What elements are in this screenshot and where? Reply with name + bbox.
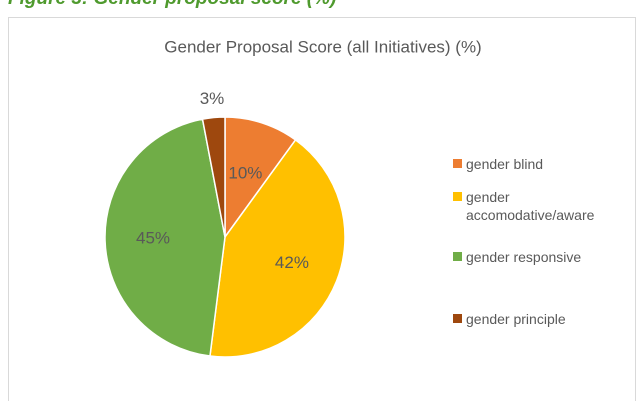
legend-label: gender responsive: [466, 249, 582, 265]
legend-item: gender accomodative/aware: [453, 188, 626, 224]
figure-caption: Figure 3: Gender proposal score (%): [8, 0, 336, 10]
legend-label: gender principle: [466, 311, 566, 327]
legend-label: gender blind: [466, 156, 544, 172]
pie-slice: [201, 116, 226, 238]
legend-item: gender blind: [453, 155, 626, 173]
data-label: 3%: [200, 89, 225, 108]
legend-swatch: [453, 314, 462, 323]
pie-slice: [104, 118, 226, 357]
legend-swatch: [453, 159, 462, 168]
legend-item: gender principle: [453, 310, 626, 328]
data-label: 45%: [136, 229, 170, 248]
data-label: 42%: [275, 253, 309, 272]
data-label: 10%: [228, 164, 262, 183]
legend-item: gender responsive: [453, 248, 626, 266]
legend-swatch: [453, 252, 462, 261]
pie-slice: [224, 116, 297, 240]
legend-label: gender accomodative/aware: [466, 189, 595, 223]
legend-swatch: [453, 192, 462, 201]
chart-title: Gender Proposal Score (all Initiatives) …: [164, 37, 481, 56]
chart-frame: [8, 17, 636, 401]
pie-slice: [209, 138, 346, 358]
